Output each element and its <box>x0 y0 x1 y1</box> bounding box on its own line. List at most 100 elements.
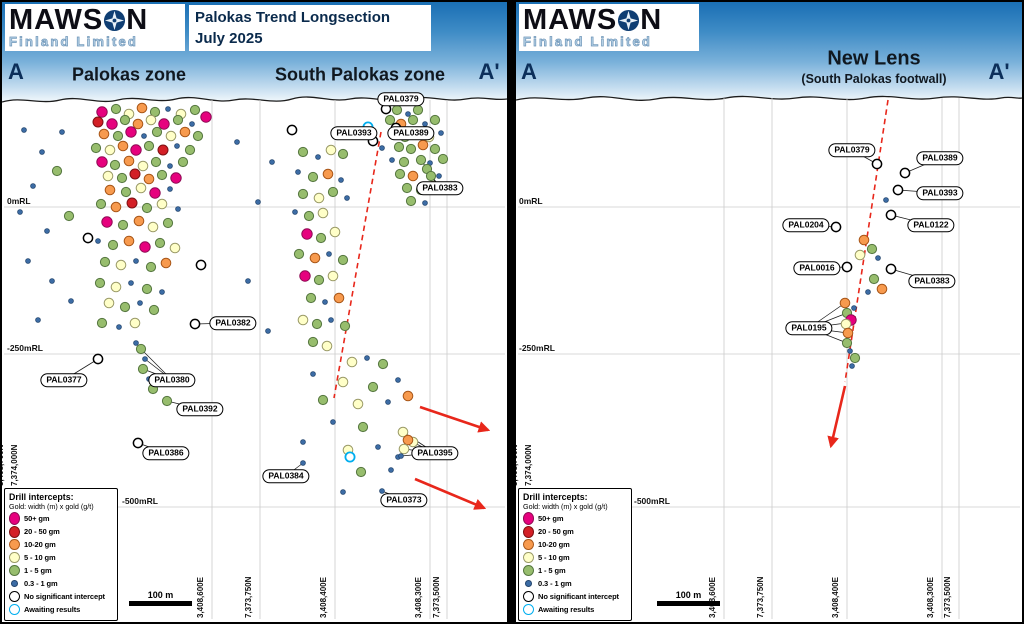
logo-wordmark: MAWS N <box>9 5 181 35</box>
intercept-gold-1-5-gm <box>394 168 406 180</box>
intercept-gold-5-10-gm <box>327 270 339 282</box>
intercept-gold-5-10-gm <box>313 192 325 204</box>
mawson-logo: MAWS N Finland Limited <box>5 4 185 51</box>
legend-label: 10-20 gm <box>24 540 56 549</box>
intercept-gold-1-5-gm <box>184 144 196 156</box>
intercept-gold-03-1-gm <box>422 200 428 206</box>
intercept-gold-10-20-gm <box>407 170 419 182</box>
legend-label: No significant intercept <box>538 592 619 601</box>
intercept-gold-50plus-gm <box>106 118 118 130</box>
intercept-gold-1-5-gm <box>415 154 427 166</box>
intercept-gold-03-1-gm <box>330 419 336 425</box>
legend-swatch-wrap <box>523 564 534 577</box>
intercept-gold-1-5-gm <box>148 304 160 316</box>
intercept-gold-1-5-gm <box>135 343 147 355</box>
legend-swatch-gold-1-5-gm <box>9 564 20 577</box>
surface-line-right <box>516 95 1022 112</box>
logo-text-pre: MAWS <box>523 4 618 36</box>
legend-swatch-wrap <box>523 590 534 603</box>
intercept-gold-50plus-gm <box>130 144 142 156</box>
intercept-gold-10-20-gm <box>858 234 870 246</box>
intercept-no-significant-intercept <box>380 103 392 115</box>
intercept-no-significant-intercept <box>195 259 207 271</box>
legend-item-gold-50plus-gm: 50+ gm <box>9 512 113 525</box>
callout-leader-line <box>890 268 933 282</box>
callout-leader-line <box>148 378 173 381</box>
legend-label: 50+ gm <box>24 514 50 523</box>
intercept-gold-1-5-gm <box>401 182 413 194</box>
legend-label: 50+ gm <box>538 514 564 523</box>
legend-rows: 50+ gm 20 - 50 gm 10-20 gm 5 - 10 gm 1 - 5 g… <box>9 512 113 616</box>
intercept-gold-1-5-gm <box>357 421 369 433</box>
intercept-gold-1-5-gm <box>849 352 861 364</box>
intercept-no-significant-intercept <box>892 184 904 196</box>
legend-swatch-gold-1-5-gm <box>523 564 534 577</box>
legend-swatch-gold-10-20-gm <box>523 538 534 551</box>
intercept-awaiting-results <box>362 121 374 133</box>
intercept-gold-10-20-gm <box>876 283 888 295</box>
intercept-gold-03-1-gm <box>388 467 394 473</box>
intercept-gold-03-1-gm <box>436 173 442 179</box>
intercept-gold-1-5-gm <box>411 127 423 139</box>
legend-swatch-wrap <box>9 525 20 538</box>
intercept-gold-10-20-gm <box>839 297 851 309</box>
legend-swatch-gold-03-1-gm <box>11 580 18 587</box>
legend-label: 20 - 50 gm <box>538 527 574 536</box>
intercept-gold-10-20-gm <box>402 434 414 446</box>
intercept-gold-03-1-gm <box>875 255 881 261</box>
intercept-gold-1-5-gm <box>393 141 405 153</box>
intercept-gold-50plus-gm <box>158 118 170 130</box>
intercept-gold-10-20-gm <box>402 390 414 402</box>
intercept-gold-1-5-gm <box>429 114 441 126</box>
intercept-gold-10-20-gm <box>160 257 172 269</box>
intercept-gold-50plus-gm <box>96 106 108 118</box>
legend-swatch-wrap <box>9 580 20 587</box>
intercept-gold-10-20-gm <box>417 139 429 151</box>
intercept-gold-1-5-gm <box>327 186 339 198</box>
intercept-gold-1-5-gm <box>95 198 107 210</box>
legend-swatch-no-significant-intercept <box>9 590 20 603</box>
legend-subtitle: Gold: width (m) x gold (g/t) <box>9 502 94 511</box>
intercept-gold-10-20-gm <box>110 201 122 213</box>
legend-label: Awaiting results <box>538 605 595 614</box>
intercept-gold-5-10-gm <box>346 356 358 368</box>
legend-swatch-gold-50plus-gm <box>523 512 534 525</box>
legend-item-gold-50plus-gm: 50+ gm <box>523 512 627 525</box>
intercept-gold-5-10-gm <box>137 160 149 172</box>
intercept-gold-1-5-gm <box>405 195 417 207</box>
legend-item-awaiting-results: Awaiting results <box>523 603 627 616</box>
callout-leader-line <box>381 490 405 501</box>
intercept-gold-1-5-gm <box>90 142 102 154</box>
legend-swatch-gold-20-50-gm <box>9 525 20 538</box>
intercept-no-significant-intercept <box>367 135 379 147</box>
callout-leader-line <box>285 462 304 477</box>
intercept-no-significant-intercept <box>92 353 104 365</box>
legend-swatch-wrap <box>523 580 534 587</box>
legend-label: 5 - 10 gm <box>538 553 570 562</box>
intercept-gold-5-10-gm <box>129 317 141 329</box>
legend-label: 1 - 5 gm <box>24 566 52 575</box>
intercept-gold-03-1-gm <box>39 149 45 155</box>
legend-swatch-awaiting-results <box>523 603 534 616</box>
intercept-gold-1-5-gm <box>391 104 403 116</box>
legend-label: 0.3 - 1 gm <box>538 579 572 588</box>
compass-icon <box>104 9 126 32</box>
intercept-gold-03-1-gm <box>883 197 889 203</box>
legend-label: 1 - 5 gm <box>538 566 566 575</box>
legend-item-gold-03-1-gm: 0.3 - 1 gm <box>523 577 627 590</box>
intercept-gold-1-5-gm <box>405 143 417 155</box>
intercept-gold-03-1-gm <box>146 376 152 382</box>
intercept-gold-10-20-gm <box>117 140 129 152</box>
callout-leader-line <box>194 322 234 325</box>
intercept-gold-03-1-gm <box>865 289 871 295</box>
intercept-gold-1-5-gm <box>141 283 153 295</box>
intercept-gold-1-5-gm <box>315 232 327 244</box>
legend-swatch-awaiting-results <box>9 603 20 616</box>
logo-text-post: N <box>640 4 663 36</box>
intercept-gold-1-5-gm <box>367 381 379 393</box>
intercept-gold-1-5-gm <box>841 337 853 349</box>
intercept-gold-1-5-gm <box>303 210 315 222</box>
legend-swatch-wrap <box>523 512 534 525</box>
legend-item-awaiting-results: Awaiting results <box>9 603 113 616</box>
intercept-gold-5-10-gm <box>115 259 127 271</box>
